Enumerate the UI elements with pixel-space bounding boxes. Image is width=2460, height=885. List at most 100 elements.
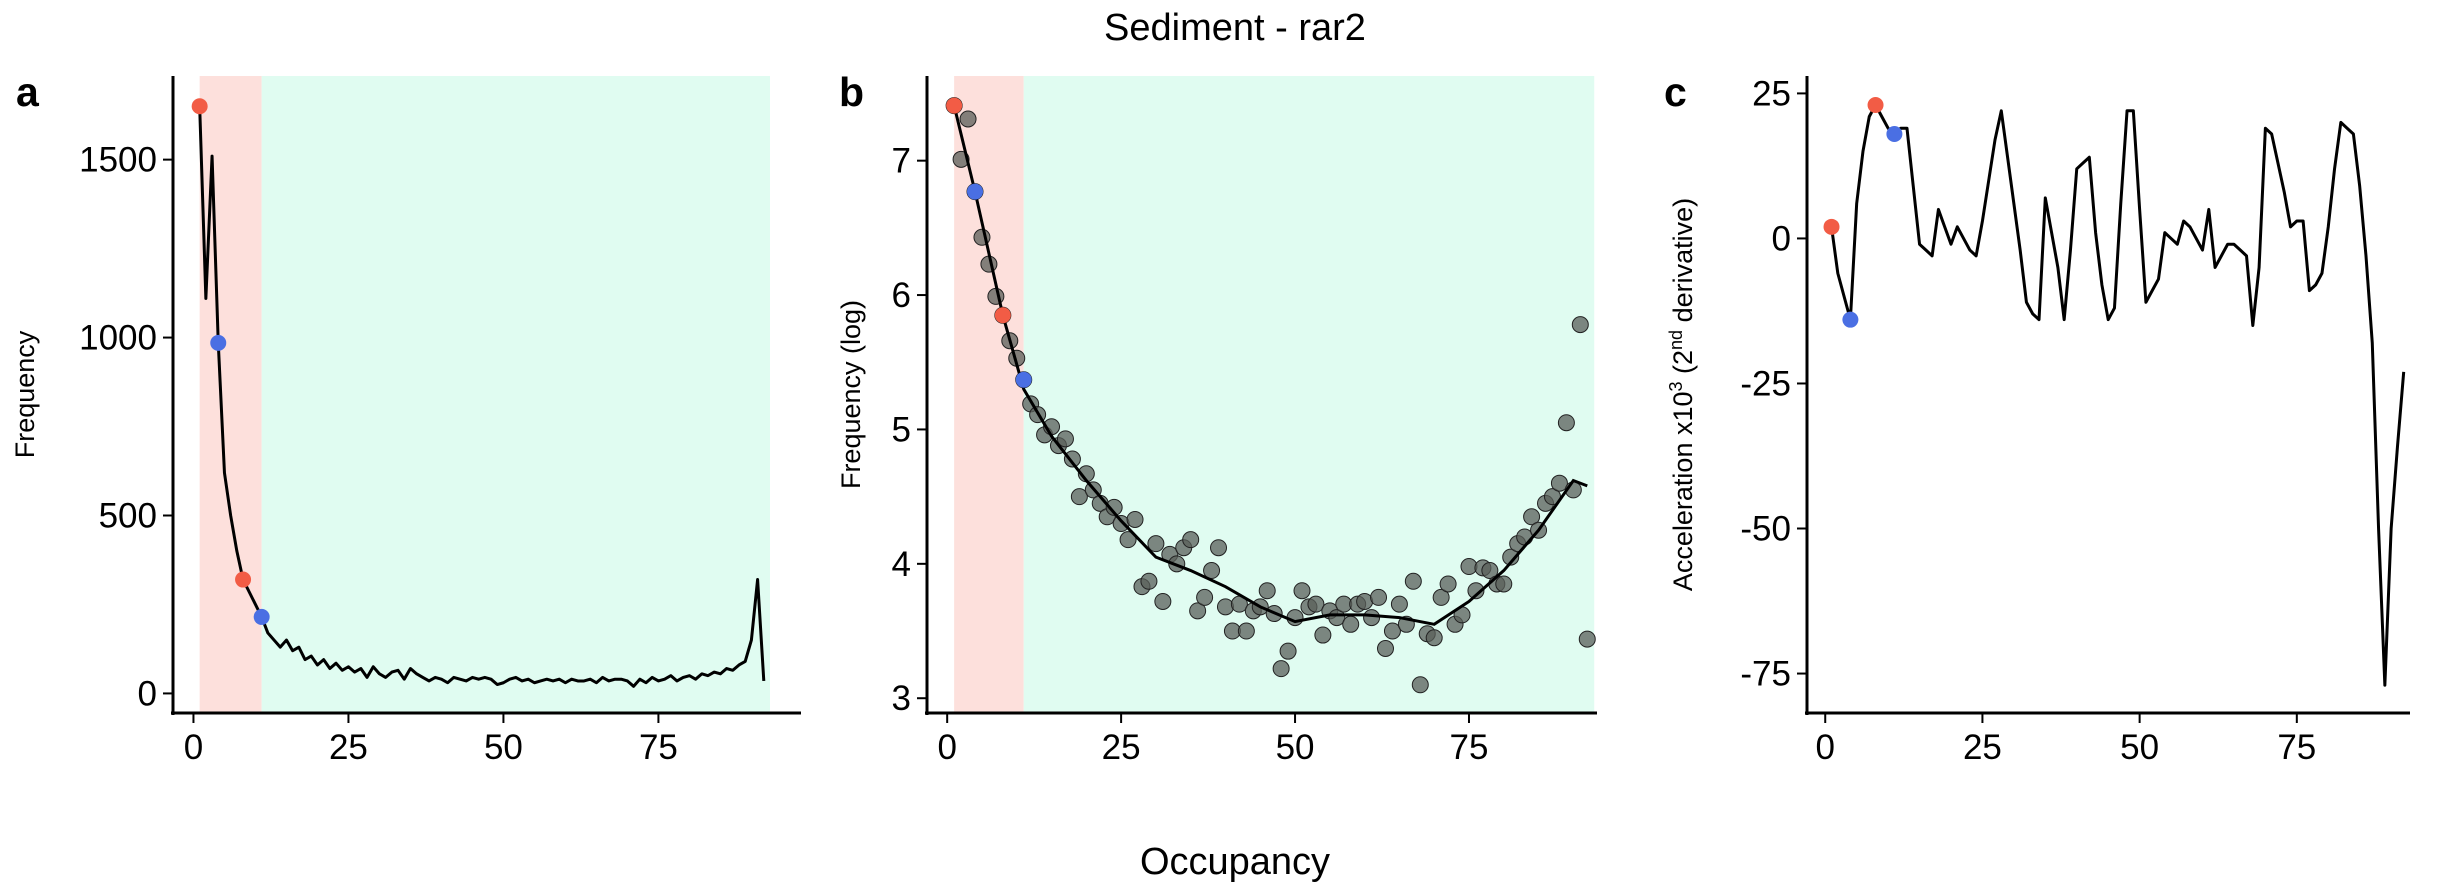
highlight-point (967, 183, 984, 200)
x-tick-label: 25 (329, 728, 368, 767)
scatter-point (959, 110, 977, 128)
x-tick-label: 50 (2120, 728, 2159, 767)
region (954, 76, 1024, 713)
y-tick-label: 5 (892, 410, 911, 449)
x-tick-label: 25 (1102, 728, 1141, 767)
y-tick-label: 0 (138, 674, 157, 713)
scatter-point (1363, 609, 1381, 627)
scatter-point (1182, 531, 1200, 549)
scatter-point (1432, 588, 1450, 606)
y-axis-label: Acceleration x103 (2nd derivative) (1666, 198, 1698, 591)
scatter-point (1258, 582, 1276, 600)
scatter-point (1342, 615, 1360, 633)
highlight-point (1867, 97, 1884, 114)
region (199, 76, 262, 713)
x-tick-label: 0 (1816, 728, 1835, 767)
highlight-point (1842, 311, 1859, 328)
highlight-point (235, 571, 252, 588)
scatter-point (1383, 622, 1401, 640)
scatter-point (1140, 572, 1158, 590)
y-tick-label: 500 (99, 496, 157, 535)
scatter-point (1293, 582, 1311, 600)
scatter-point (1126, 510, 1144, 528)
scatter-point (1370, 588, 1388, 606)
panel-label: a (16, 69, 40, 115)
scatter-point (1571, 316, 1589, 334)
scatter-point (1216, 598, 1234, 616)
x-tick-label: 25 (1963, 728, 2002, 767)
scatter-point (1203, 562, 1221, 580)
x-tick-label: 75 (2277, 728, 2316, 767)
y-axis-label-part: Acceleration x10 (1668, 391, 1698, 591)
y-axis-label-part: derivative) (1668, 198, 1698, 330)
scatter-point (1523, 508, 1541, 526)
highlight-point (210, 334, 227, 351)
scatter-point (1286, 609, 1304, 627)
figure-title: Sediment - rar2 (1104, 7, 1366, 49)
scatter-point (1272, 660, 1290, 678)
scatter-point (1495, 575, 1513, 593)
y-tick-label: 1000 (79, 319, 157, 358)
highlight-point (946, 97, 963, 114)
panel-label: c (1664, 69, 1687, 115)
scatter-point (1404, 572, 1422, 590)
y-tick-label: -75 (1740, 655, 1791, 694)
y-axis-label: Frequency (log) (836, 300, 866, 489)
scatter-point (1550, 474, 1568, 492)
scatter-point (1411, 676, 1429, 694)
y-axis-label-part: Frequency (log) (836, 300, 866, 489)
y-tick-label: 3 (892, 679, 911, 718)
x-tick-label: 0 (184, 728, 203, 767)
y-tick-label: 4 (892, 545, 911, 584)
scatter-point (1196, 588, 1214, 606)
data-line (1830, 103, 2406, 687)
region (261, 76, 771, 713)
scatter-point (1467, 582, 1485, 600)
x-axis-label: Occupancy (1140, 841, 1330, 883)
y-axis-label-part: (2 (1668, 350, 1698, 382)
scatter-point (1557, 414, 1575, 432)
scatter-point (1376, 639, 1394, 657)
scatter-point (1063, 450, 1081, 468)
y-axis-label-part: 3 (1666, 381, 1686, 391)
scatter-point (1425, 629, 1443, 647)
scatter-point (1481, 562, 1499, 580)
y-tick-label: -25 (1740, 364, 1791, 403)
scatter-point (1189, 602, 1207, 620)
y-axis-label: Frequency (10, 330, 40, 458)
highlight-point (994, 307, 1011, 324)
highlight-point (1015, 371, 1032, 388)
y-tick-label: 25 (1752, 74, 1791, 113)
highlight-point (1886, 126, 1903, 143)
scatter-point (1390, 595, 1408, 613)
scatter-point (1279, 642, 1297, 660)
scatter-point (1154, 592, 1172, 610)
scatter-point (1105, 498, 1123, 516)
highlight-point (1823, 218, 1840, 235)
y-tick-label: 6 (892, 276, 911, 315)
x-tick-label: 75 (639, 728, 678, 767)
scatter-point (1314, 626, 1332, 644)
x-tick-label: 75 (1450, 728, 1489, 767)
scatter-point (1210, 539, 1228, 557)
y-tick-label: 7 (892, 142, 911, 181)
x-tick-label: 50 (484, 728, 523, 767)
highlight-point (191, 98, 208, 115)
scatter-point (1502, 548, 1520, 566)
scatter-point (1307, 595, 1325, 613)
scatter-point (1439, 575, 1457, 593)
y-tick-label: -50 (1740, 510, 1791, 549)
x-tick-label: 0 (937, 728, 956, 767)
y-tick-label: 0 (1772, 219, 1791, 258)
y-axis-label-part: nd (1666, 330, 1686, 350)
scatter-point (1119, 531, 1137, 549)
highlight-point (253, 608, 270, 625)
panel-label: b (839, 69, 864, 115)
x-tick-label: 50 (1276, 728, 1315, 767)
fit-line (952, 105, 1588, 626)
scatter-point (1056, 430, 1074, 448)
scatter-point (1237, 622, 1255, 640)
y-tick-label: 1500 (79, 141, 157, 180)
